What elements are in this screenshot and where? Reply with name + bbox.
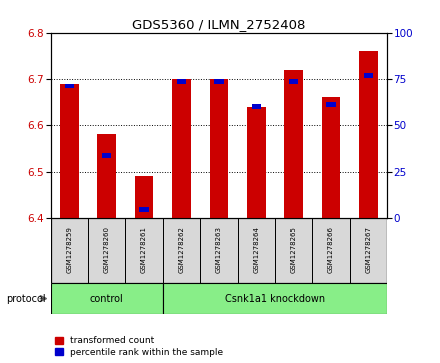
Text: GSM1278261: GSM1278261 xyxy=(141,226,147,273)
Text: GSM1278262: GSM1278262 xyxy=(179,226,184,273)
Bar xyxy=(326,102,336,107)
Bar xyxy=(88,218,125,283)
Text: GSM1278259: GSM1278259 xyxy=(66,226,72,273)
Text: GSM1278267: GSM1278267 xyxy=(366,226,371,273)
Bar xyxy=(350,218,387,283)
Bar xyxy=(275,218,312,283)
Bar xyxy=(364,73,373,78)
Bar xyxy=(172,79,191,218)
Bar xyxy=(135,176,154,218)
Text: GSM1278260: GSM1278260 xyxy=(104,226,110,273)
Bar xyxy=(322,98,341,218)
Bar xyxy=(289,79,298,83)
Bar xyxy=(312,218,350,283)
Bar xyxy=(60,83,79,218)
Bar xyxy=(284,70,303,218)
Bar xyxy=(125,218,163,283)
Bar xyxy=(214,79,224,83)
Bar xyxy=(177,79,186,83)
Bar xyxy=(200,218,238,283)
Bar xyxy=(51,218,88,283)
Bar xyxy=(51,283,163,314)
Bar xyxy=(238,218,275,283)
Bar xyxy=(359,51,378,218)
Bar xyxy=(247,107,266,218)
Text: protocol: protocol xyxy=(7,294,46,303)
Text: GSM1278264: GSM1278264 xyxy=(253,226,259,273)
Bar xyxy=(163,218,200,283)
Bar xyxy=(163,283,387,314)
Bar xyxy=(252,105,261,109)
Text: control: control xyxy=(90,294,124,303)
Title: GDS5360 / ILMN_2752408: GDS5360 / ILMN_2752408 xyxy=(132,19,306,32)
Legend: transformed count, percentile rank within the sample: transformed count, percentile rank withi… xyxy=(55,337,224,357)
Bar xyxy=(139,207,149,212)
Bar xyxy=(102,153,111,158)
Text: GSM1278263: GSM1278263 xyxy=(216,226,222,273)
Bar xyxy=(97,135,116,218)
Bar xyxy=(65,83,74,88)
Text: GSM1278265: GSM1278265 xyxy=(291,226,297,273)
Bar xyxy=(209,79,228,218)
Text: GSM1278266: GSM1278266 xyxy=(328,226,334,273)
Text: Csnk1a1 knockdown: Csnk1a1 knockdown xyxy=(225,294,325,303)
